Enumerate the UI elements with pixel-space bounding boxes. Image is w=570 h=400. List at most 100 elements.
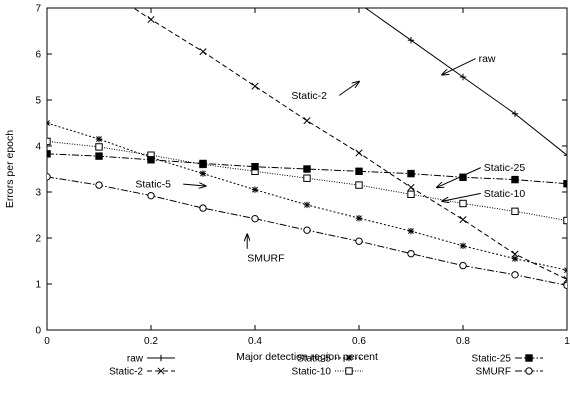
data-point: [303, 201, 311, 209]
series-line: [364, 8, 567, 156]
annotation: raw: [442, 53, 496, 75]
data-point: [511, 110, 519, 117]
series-static-10: [47, 137, 567, 225]
data-point: [199, 159, 207, 168]
data-point: [199, 170, 207, 177]
annotation: Static-10: [442, 188, 525, 201]
y-tick-label: 1: [35, 280, 41, 291]
annotation-arrow: [183, 184, 205, 186]
data-point: [251, 82, 259, 90]
x-axis-title: Major detection region percent: [236, 351, 378, 363]
legend-item-smurf: SMURF: [475, 367, 543, 378]
legend-label: Static-10: [292, 367, 332, 378]
data-point: [511, 207, 519, 216]
annotation-label: Static-5: [135, 179, 171, 191]
legend-swatch-marker: [345, 367, 353, 375]
data-point: [355, 215, 363, 222]
data-point: [355, 149, 363, 157]
annotation-label: raw: [479, 53, 496, 65]
annotation-label: Static-2: [291, 90, 327, 102]
data-point: [459, 73, 467, 81]
data-point: [95, 181, 103, 189]
legend-item-static-10: Static-10: [292, 367, 363, 378]
data-point: [199, 204, 207, 212]
series-line: [132, 8, 567, 280]
data-point: [303, 117, 311, 125]
data-point: [459, 199, 467, 208]
data-point: [459, 216, 467, 224]
data-point: [563, 180, 567, 188]
annotation: SMURF: [247, 234, 285, 264]
x-tick-label: 1: [564, 336, 570, 347]
data-point: [407, 227, 415, 235]
legend-label: raw: [127, 354, 144, 365]
data-point: [251, 214, 259, 223]
data-point: [251, 163, 259, 171]
data-point: [147, 15, 155, 24]
x-tick-label: 0.6: [352, 336, 366, 347]
data-point: [47, 119, 51, 127]
annotation: Static-25: [437, 162, 525, 187]
data-point: [303, 165, 311, 173]
annotation: Static-5: [135, 179, 205, 191]
legend-swatch-marker: [345, 354, 353, 362]
legend-swatch-marker: [157, 354, 165, 362]
data-point: [47, 173, 51, 181]
data-point: [511, 175, 519, 184]
series-layer: [47, 8, 567, 290]
ticks: 0 0.2 0.4 0.6 0.8 1 0 1 2 3 4 5 6 7: [35, 4, 570, 348]
legend-item-static-5: Static-5: [297, 354, 363, 365]
data-point: [303, 226, 311, 234]
annotation-arrow: [442, 58, 476, 75]
data-point: [147, 191, 155, 200]
data-point: [407, 169, 415, 178]
data-point: [251, 186, 259, 193]
legend: raw Static-2 Static-5 Static-10 Static-25 SMU…: [109, 354, 543, 378]
series-raw: [364, 8, 567, 159]
legend-label: Static-5: [297, 354, 331, 365]
data-point: [563, 267, 567, 274]
data-point: [95, 143, 103, 151]
data-point: [47, 150, 51, 158]
data-point: [95, 135, 103, 143]
data-point: [47, 137, 51, 146]
data-point: [407, 249, 415, 258]
legend-label: Static-2: [109, 367, 143, 378]
y-tick-label: 4: [35, 142, 41, 153]
y-tick-label: 3: [35, 188, 41, 199]
annotation: Static-2: [291, 82, 359, 102]
data-point: [511, 255, 519, 262]
data-point: [459, 242, 467, 250]
legend-label: Static-25: [472, 354, 512, 365]
annotation-label: SMURF: [247, 252, 284, 264]
legend-label: SMURF: [475, 367, 511, 378]
x-tick-label: 0.8: [456, 336, 470, 347]
series-static-25: [47, 150, 567, 188]
data-point: [407, 183, 415, 191]
annotation-label: Static-25: [484, 162, 526, 174]
data-point: [563, 275, 567, 283]
data-point: [563, 281, 567, 290]
data-point: [303, 174, 311, 182]
x-tick-label: 0.4: [248, 336, 262, 347]
data-point: [199, 48, 207, 56]
data-point: [355, 167, 363, 176]
y-tick-label: 7: [35, 4, 41, 15]
data-point: [511, 271, 519, 279]
series-static-2: [132, 8, 567, 283]
y-tick-label: 2: [35, 234, 41, 245]
legend-swatch-marker: [525, 354, 533, 362]
x-tick-label: 0: [44, 336, 50, 347]
legend-swatch-marker: [525, 367, 533, 375]
annotation-arrow: [442, 192, 481, 201]
legend-item-static-2: Static-2: [109, 367, 175, 378]
legend-item-static-25: Static-25: [472, 354, 543, 365]
data-point: [355, 237, 363, 245]
data-point: [355, 181, 363, 189]
annotation-arrow: [437, 167, 482, 188]
annotation-arrow: [338, 82, 359, 96]
y-tick-label: 5: [35, 96, 41, 107]
data-point: [407, 190, 415, 199]
y-axis-title: Errors per epoch: [4, 130, 16, 208]
